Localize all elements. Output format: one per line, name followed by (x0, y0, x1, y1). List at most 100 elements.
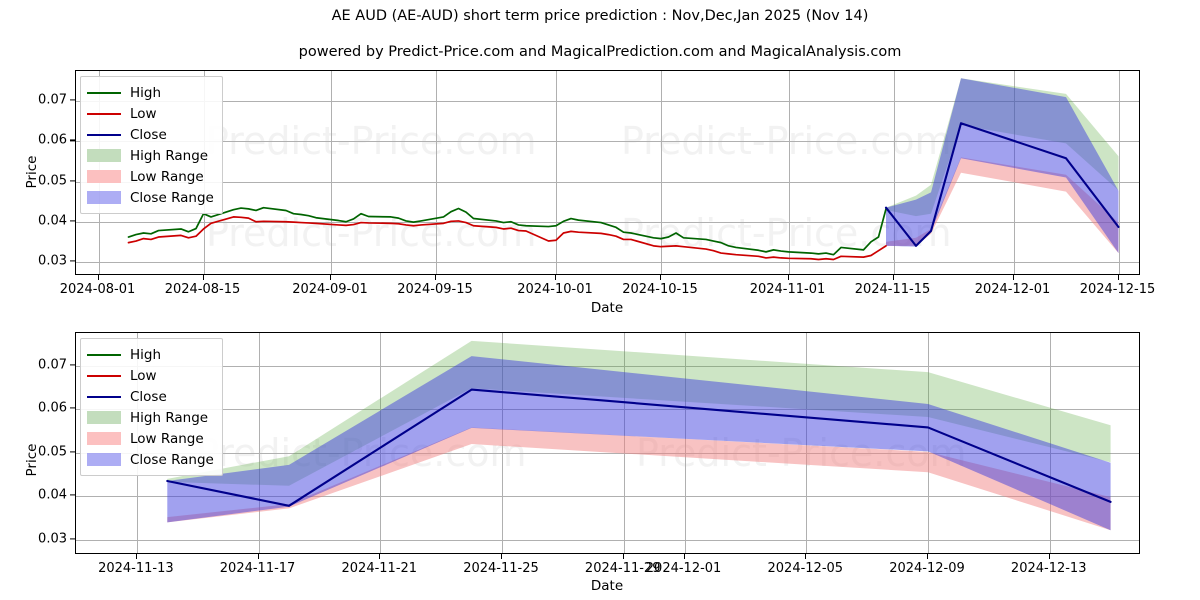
y-axis-tick-label: 0.07 (38, 92, 67, 108)
legend-line-swatch (87, 395, 121, 398)
gridline-horizontal (76, 141, 1139, 143)
x-axis-tick-label: 2024-09-15 (397, 282, 473, 297)
gridline-horizontal (76, 409, 1139, 411)
gridline-vertical (928, 333, 929, 553)
legend-item-high-range[interactable]: High Range (87, 145, 214, 166)
top-chart-panel: Predict-Price.com Predict-Price.com Predic… (24, 70, 1155, 316)
x-axis-tick-mark (892, 275, 894, 280)
y-axis-tick-label: 0.04 (38, 487, 67, 503)
legend-item-close[interactable]: Close (87, 124, 214, 145)
x-axis-tick-mark (555, 275, 557, 280)
x-axis-tick-label: 2024-12-01 (645, 561, 722, 576)
gridline-horizontal (76, 181, 1139, 183)
gridline-vertical (556, 71, 557, 274)
x-axis-tick-label: 2024-12-13 (1010, 561, 1087, 576)
close-line (884, 122, 1120, 247)
x-axis-tick-label: 2024-11-15 (854, 282, 931, 297)
x-axis-tick-label: 2024-12-05 (767, 561, 844, 576)
x-axis-tick-label: 2024-12-09 (889, 561, 965, 576)
x-axis-tick-label: 2024-12-01 (974, 282, 1051, 297)
x-axis-tick-label: 2024-11-21 (341, 561, 418, 576)
legend-item-low-range[interactable]: Low Range (87, 166, 214, 187)
legend-band-swatch (87, 432, 121, 445)
watermark: Predict-Price.com (621, 119, 952, 163)
gridline-horizontal (76, 539, 1139, 541)
y-axis-tick-mark (70, 538, 75, 540)
x-axis-tick-mark (379, 554, 381, 559)
legend-band-swatch (87, 411, 121, 424)
legend-item-label: Low (130, 367, 157, 384)
bottom-chart-legend: High Low Close High Range Low Range Close Ran… (80, 338, 223, 476)
high-range-band (167, 340, 1111, 486)
gridline-vertical (331, 71, 332, 274)
x-axis-tick-label: 2024-10-01 (517, 282, 593, 297)
y-axis-tick-label: 0.03 (38, 253, 67, 269)
legend-item-close-range[interactable]: Close Range (87, 187, 214, 208)
legend-item-high[interactable]: High (87, 82, 214, 103)
legend-item-low[interactable]: Low (87, 365, 214, 386)
y-axis-tick-label: 0.06 (38, 400, 67, 416)
y-axis-tick-label: 0.05 (38, 173, 67, 189)
y-axis-tick-mark (70, 179, 75, 182)
gridline-vertical (502, 333, 503, 553)
x-axis-tick-label: 2024-11-01 (749, 282, 826, 297)
gridline-vertical (380, 333, 382, 553)
close-line (166, 388, 1112, 507)
legend-item-high[interactable]: High (87, 344, 214, 365)
legend-item-label: High Range (130, 147, 209, 164)
y-axis-tick-mark (70, 451, 75, 453)
gridline-horizontal (76, 221, 1139, 223)
legend-item-label: Close Range (130, 189, 214, 206)
legend-item-high-range[interactable]: High Range (87, 407, 214, 428)
x-axis-tick-mark (257, 554, 259, 559)
top-chart-legend: High Low Close High Range Low Range Close Ran… (80, 76, 223, 214)
x-axis-tick-mark (1117, 275, 1119, 280)
legend-item-low[interactable]: Low (87, 103, 214, 124)
legend-item-label: Low Range (130, 168, 204, 185)
y-axis-tick-label: 0.07 (38, 357, 67, 373)
y-axis-tick-mark (70, 99, 75, 101)
y-axis-tick-mark (70, 364, 75, 366)
legend-item-close-range[interactable]: Close Range (87, 449, 214, 470)
legend-line-swatch (87, 374, 121, 377)
gridline-vertical (1118, 71, 1120, 274)
gridline-vertical (1013, 71, 1015, 274)
gridline-horizontal (76, 261, 1139, 263)
x-axis-tick-mark (1012, 275, 1014, 280)
y-axis-tick-label: 0.03 (38, 531, 67, 547)
x-axis-tick-mark (660, 275, 662, 280)
gridline-horizontal (76, 365, 1139, 367)
y-axis-tick-label: 0.04 (38, 213, 67, 229)
x-axis-tick-label: 2024-11-13 (98, 561, 174, 576)
gridline-vertical (661, 71, 662, 274)
x-axis-tick-mark (1048, 554, 1050, 559)
y-axis-tick-mark (70, 139, 75, 141)
y-axis-tick-mark (70, 494, 75, 496)
y-axis-tick-label: 0.05 (38, 444, 67, 460)
legend-item-label: Low Range (130, 430, 204, 447)
legend-item-close[interactable]: Close (87, 386, 214, 407)
legend-item-label: Close (130, 126, 167, 143)
high-line (127, 206, 887, 256)
x-axis-tick-mark (622, 554, 624, 559)
legend-band-swatch (87, 453, 121, 466)
gridline-vertical (893, 71, 895, 274)
low-range-band (167, 427, 1111, 531)
legend-item-low-range[interactable]: Low Range (87, 428, 214, 449)
x-axis-tick-mark (501, 554, 503, 559)
x-axis-tick-mark (202, 275, 204, 280)
legend-item-label: Close Range (130, 451, 214, 468)
x-axis-tick-label: 2024-11-17 (219, 561, 296, 576)
x-axis-tick-label: 2024-11-29 (584, 561, 661, 576)
gridline-horizontal (76, 101, 1139, 103)
x-axis-tick-mark (330, 275, 332, 280)
close-range-band (886, 78, 1119, 254)
legend-item-label: Close (130, 388, 167, 405)
gridline-vertical (788, 71, 790, 274)
top-chart-x-axis-label: Date (590, 300, 624, 316)
legend-item-label: High (130, 346, 162, 363)
x-axis-tick-label: 2024-08-01 (59, 282, 136, 297)
x-axis-tick-label: 2024-09-01 (292, 282, 368, 297)
gridline-vertical (436, 71, 437, 274)
